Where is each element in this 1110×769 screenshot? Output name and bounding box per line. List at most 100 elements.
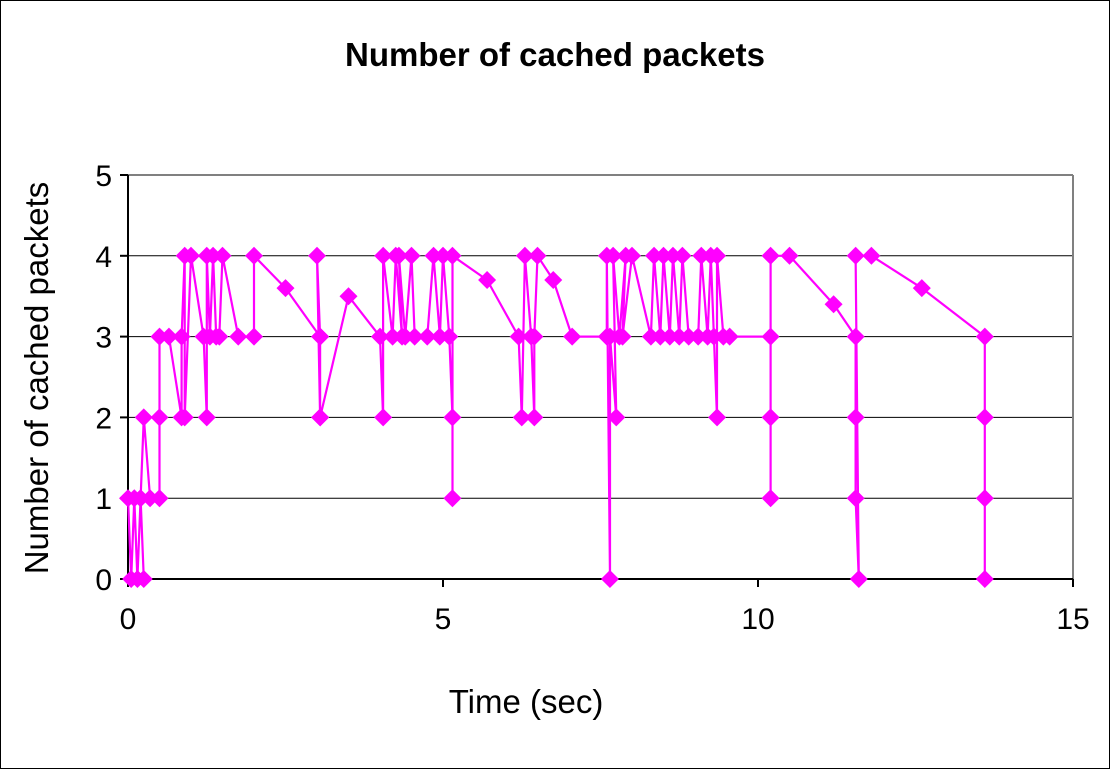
series-0-point-9 bbox=[150, 489, 169, 508]
series-0-point-107 bbox=[975, 489, 994, 508]
series-0-point-76 bbox=[651, 327, 670, 346]
series-0-point-56 bbox=[512, 408, 531, 427]
series-0-point-81 bbox=[673, 246, 692, 265]
series-0-point-60 bbox=[525, 327, 544, 346]
y-tick-label-2: 2 bbox=[95, 402, 112, 435]
series-0-point-14 bbox=[172, 327, 191, 346]
series-0-point-19 bbox=[197, 408, 216, 427]
series-0-point-52 bbox=[443, 489, 462, 508]
series-0-point-77 bbox=[654, 246, 673, 265]
series-0-point-108 bbox=[975, 570, 994, 588]
series-0-point-29 bbox=[276, 279, 295, 298]
series-0-point-95 bbox=[761, 246, 780, 265]
series-0-point-28 bbox=[245, 246, 263, 265]
y-tick-label-0: 0 bbox=[95, 564, 112, 597]
series-0-point-89 bbox=[708, 246, 727, 265]
series-0-point-78 bbox=[660, 327, 679, 346]
series-0-point-25 bbox=[213, 246, 232, 265]
series-0-point-99 bbox=[846, 408, 865, 427]
y-tick-label-1: 1 bbox=[95, 483, 112, 516]
series-0-point-91 bbox=[720, 327, 739, 346]
x-axis-title: Time (sec) bbox=[448, 683, 604, 720]
series-0-point-62 bbox=[544, 271, 563, 290]
series-0-point-51 bbox=[443, 408, 462, 427]
y-tick-label-4: 4 bbox=[95, 241, 112, 274]
series-0-point-53 bbox=[443, 246, 462, 265]
y-tick-label-5: 5 bbox=[95, 160, 112, 193]
series-0-point-83 bbox=[689, 327, 708, 346]
series-0-point-105 bbox=[975, 327, 994, 346]
series-0-point-103 bbox=[862, 246, 881, 265]
series-0-point-57 bbox=[515, 246, 534, 265]
series-0-point-38 bbox=[374, 246, 393, 265]
series-0-point-87 bbox=[704, 327, 723, 346]
series-0-point-36 bbox=[371, 327, 389, 346]
series-0-point-8 bbox=[141, 489, 160, 508]
series-0-point-32 bbox=[308, 246, 326, 265]
series-0-point-96 bbox=[780, 246, 799, 265]
series-0-point-102 bbox=[846, 246, 865, 265]
series-0-point-12 bbox=[159, 327, 178, 346]
series-0-point-48 bbox=[430, 327, 449, 346]
series-0-point-55 bbox=[509, 327, 528, 346]
series-0-point-26 bbox=[229, 327, 248, 346]
series-0-point-82 bbox=[679, 327, 698, 346]
series-0-point-27 bbox=[245, 327, 263, 346]
series-0-point-92 bbox=[761, 327, 780, 346]
x-tick-label-5: 5 bbox=[435, 603, 452, 636]
series-0-point-74 bbox=[641, 327, 660, 346]
series-0-point-97 bbox=[824, 295, 843, 314]
series-0-point-79 bbox=[663, 246, 682, 265]
x-tick-label-15: 15 bbox=[1056, 603, 1089, 636]
series-0-point-80 bbox=[670, 327, 689, 346]
x-tick-label-0: 0 bbox=[120, 603, 137, 636]
series-0-point-42 bbox=[389, 246, 408, 265]
series-0-point-59 bbox=[525, 408, 544, 427]
series-0-point-43 bbox=[396, 327, 415, 346]
series-0-point-35 bbox=[339, 287, 358, 306]
series-0-point-37 bbox=[374, 408, 393, 427]
series-0-point-100 bbox=[846, 489, 865, 508]
series-0-point-61 bbox=[528, 246, 547, 265]
series-0-point-67 bbox=[600, 327, 619, 346]
series-0-point-98 bbox=[846, 327, 865, 346]
gridlines bbox=[128, 255, 1073, 499]
series-0-point-88 bbox=[708, 408, 727, 427]
series-0-point-24 bbox=[210, 327, 229, 346]
series-0-point-44 bbox=[402, 246, 421, 265]
series-0-point-75 bbox=[645, 246, 664, 265]
series-0-point-72 bbox=[613, 327, 632, 346]
series-0-point-68 bbox=[607, 408, 626, 427]
series-0-point-10 bbox=[150, 408, 169, 427]
series-0-point-22 bbox=[204, 246, 223, 265]
chart-title: Number of cached packets bbox=[345, 36, 765, 73]
series-0-point-104 bbox=[912, 279, 931, 298]
series-0-point-49 bbox=[434, 246, 452, 265]
series-0-point-50 bbox=[440, 327, 459, 346]
series-0-point-73 bbox=[623, 246, 641, 265]
series-0-point-11 bbox=[150, 327, 169, 346]
series-0-point-106 bbox=[975, 408, 994, 427]
series-0-point-69 bbox=[604, 246, 623, 265]
series-0-point-66 bbox=[600, 570, 619, 588]
axes bbox=[120, 174, 1074, 587]
series-0-point-101 bbox=[849, 570, 868, 588]
series-0-point-54 bbox=[478, 271, 497, 290]
x-tick-label-10: 10 bbox=[741, 603, 774, 636]
series-0-point-84 bbox=[692, 246, 711, 265]
series-layer bbox=[119, 246, 994, 588]
series-0-point-17 bbox=[182, 246, 200, 265]
series-0-point-5 bbox=[134, 570, 153, 588]
series-0-point-45 bbox=[405, 327, 424, 346]
series-0-point-33 bbox=[311, 327, 330, 346]
series-0-point-94 bbox=[761, 489, 780, 508]
series-0-point-46 bbox=[418, 327, 437, 346]
series-0-point-63 bbox=[563, 327, 582, 346]
tick-labels: 0 1 2 3 4 5 0 5 10 15 bbox=[95, 160, 1089, 636]
series-0-point-16 bbox=[175, 408, 194, 427]
series-0-point-6 bbox=[131, 489, 150, 508]
series-0-point-34 bbox=[311, 408, 330, 427]
y-tick-label-3: 3 bbox=[95, 322, 112, 355]
series-0-point-39 bbox=[383, 327, 402, 346]
